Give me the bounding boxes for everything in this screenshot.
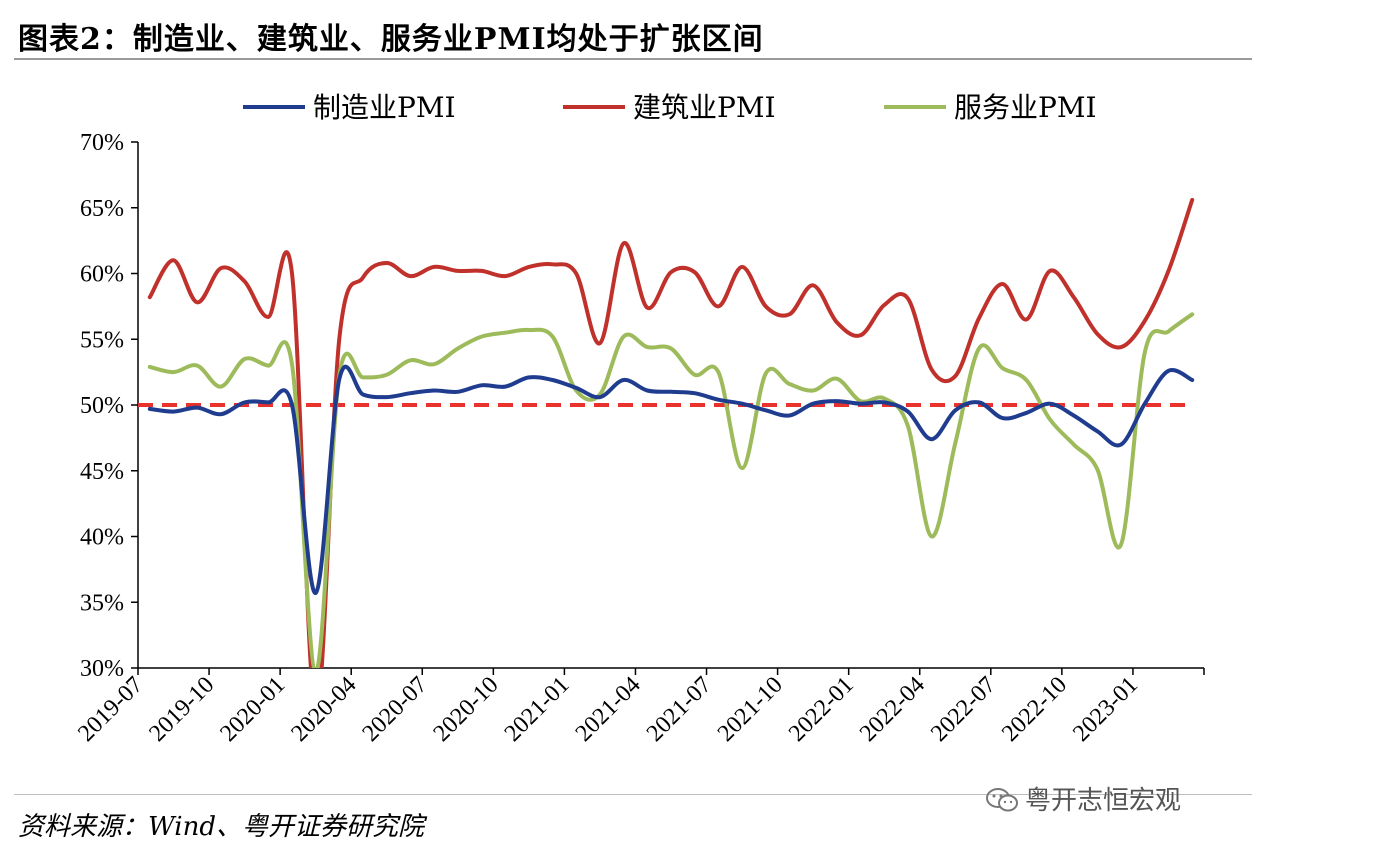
x-tick-label: 2021-01 bbox=[500, 672, 575, 747]
series-line-services bbox=[147, 312, 1195, 668]
chart-series bbox=[138, 197, 1195, 668]
y-tick-label: 70% bbox=[80, 130, 124, 156]
footer-divider bbox=[14, 794, 1252, 795]
watermark-text: 粤开志恒宏观 bbox=[1025, 786, 1182, 816]
source-note: 资料来源：Wind、粤开证券研究院 bbox=[18, 812, 424, 842]
x-tick-label: 2020-01 bbox=[215, 672, 290, 747]
x-tick-label: 2019-10 bbox=[144, 672, 219, 747]
y-tick-label: 50% bbox=[80, 393, 124, 419]
x-tick-label: 2020-10 bbox=[429, 672, 504, 747]
wechat-icon bbox=[986, 788, 1018, 812]
x-tick-label: 2022-10 bbox=[997, 672, 1072, 747]
x-tick-label: 2023-01 bbox=[1068, 672, 1143, 747]
chart-axes: 30% 35% 40% 45% 50% 55% 60% 65% 70% 2019-072019-1… bbox=[73, 130, 1205, 747]
y-tick-label: 45% bbox=[80, 459, 124, 485]
x-tick-label: 2021-07 bbox=[642, 672, 717, 747]
x-tick-label: 2022-07 bbox=[926, 672, 1001, 747]
y-tick-label: 65% bbox=[80, 196, 124, 222]
series-line-construction bbox=[147, 197, 1195, 668]
x-tick-label: 2021-10 bbox=[713, 672, 788, 747]
chart-title: 图表2：制造业、建筑业、服务业PMI均处于扩张区间 bbox=[18, 22, 764, 57]
x-tick-label: 2020-04 bbox=[286, 672, 361, 747]
y-tick-label: 35% bbox=[80, 590, 124, 616]
series-line-manufacturing bbox=[147, 364, 1195, 596]
x-tick-label: 2021-04 bbox=[571, 672, 646, 747]
x-tick-label: 2020-07 bbox=[358, 672, 433, 747]
x-tick-label: 2019-07 bbox=[73, 672, 148, 747]
x-tick-label: 2022-01 bbox=[784, 672, 859, 747]
watermark: 粤开志恒宏观 bbox=[985, 780, 1181, 817]
legend-label: 服务业PMI bbox=[954, 91, 1097, 124]
y-tick-label: 60% bbox=[80, 262, 124, 288]
title-divider bbox=[14, 58, 1252, 60]
y-tick-label: 30% bbox=[80, 656, 124, 682]
y-tick-label: 40% bbox=[80, 525, 124, 551]
legend-label: 建筑业PMI bbox=[633, 91, 776, 124]
legend-label: 制造业PMI bbox=[313, 91, 456, 124]
x-tick-label: 2022-04 bbox=[855, 672, 930, 747]
y-tick-label: 55% bbox=[80, 327, 124, 353]
chart-legend: 制造业PMI 建筑业PMI 服务业PMI bbox=[243, 91, 1097, 124]
